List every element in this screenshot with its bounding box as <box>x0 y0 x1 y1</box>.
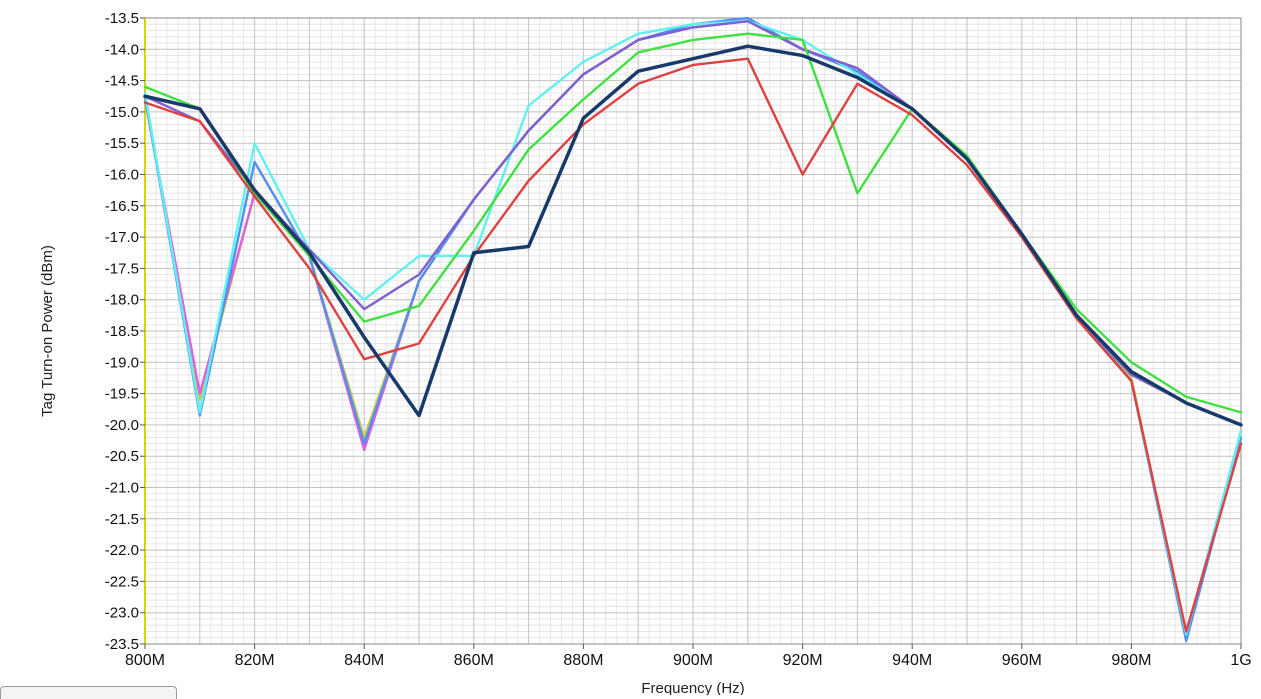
x-tick-label: 920M <box>783 652 823 669</box>
y-tick-label: -20.5 <box>105 448 139 465</box>
y-tick-label: -23.0 <box>105 605 139 622</box>
y-axis-ticks: -13.5 -14.0 -14.5 -15.0 -15.5 -16.0 -16.5 -17.0… <box>105 10 145 653</box>
y-tick-label: -15.0 <box>105 104 139 121</box>
y-tick-label: -21.0 <box>105 480 139 497</box>
x-tick-label: 940M <box>892 652 932 669</box>
x-tick-label: 880M <box>563 652 603 669</box>
y-tick-label: -14.0 <box>105 41 139 58</box>
y-tick-label: -19.0 <box>105 354 139 371</box>
x-axis-title: Frequency (Hz) <box>641 680 744 695</box>
x-tick-label: 840M <box>344 652 384 669</box>
y-tick-label: -22.0 <box>105 542 139 559</box>
y-tick-label: -15.5 <box>105 135 139 152</box>
x-tick-label: 800M <box>125 652 165 669</box>
x-tick-label: 900M <box>673 652 713 669</box>
panel-tab[interactable] <box>0 686 177 699</box>
x-axis-ticks: 800M 820M 840M 860M 880M 900M 920M 940M 960M 980M… <box>125 644 1252 669</box>
x-tick-label: 860M <box>454 652 494 669</box>
major-grid <box>144 17 1242 645</box>
x-tick-label: 960M <box>1002 652 1042 669</box>
y-tick-label: -16.5 <box>105 198 139 215</box>
y-tick-label: -14.5 <box>105 73 139 90</box>
y-tick-label: -21.5 <box>105 511 139 528</box>
x-tick-label: 1G <box>1230 652 1251 669</box>
y-tick-label: -19.5 <box>105 386 139 403</box>
y-tick-label: -17.0 <box>105 229 139 246</box>
y-tick-label: -22.5 <box>105 573 139 590</box>
x-tick-label: 980M <box>1111 652 1151 669</box>
y-tick-label: -20.0 <box>105 417 139 434</box>
series-layer <box>143 16 1243 643</box>
y-tick-label: -18.0 <box>105 292 139 309</box>
y-tick-label: -18.5 <box>105 323 139 340</box>
y-tick-label: -17.5 <box>105 260 139 277</box>
y-tick-label: -13.5 <box>105 10 139 27</box>
x-tick-label: 820M <box>235 652 275 669</box>
y-tick-label: -23.5 <box>105 636 139 653</box>
y-axis-title: Tag Turn-on Power (dBm) <box>39 245 56 417</box>
y-tick-label: -16.0 <box>105 167 139 184</box>
series-line-8 <box>143 44 1243 427</box>
